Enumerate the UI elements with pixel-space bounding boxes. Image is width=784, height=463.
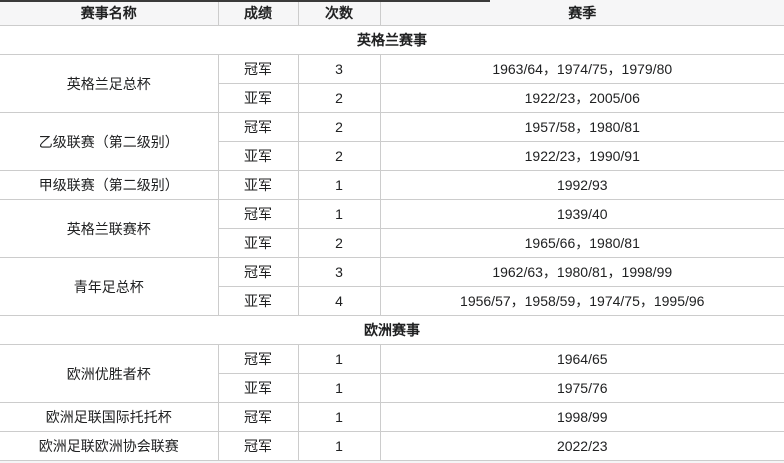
table-header-row: 赛事名称 成绩 次数 赛季 bbox=[0, 0, 784, 26]
competition-name-cell: 英格兰联赛杯 bbox=[0, 199, 218, 258]
competition-name-cell: 甲级联赛（第二级别） bbox=[0, 170, 218, 200]
competition-name-cell: 欧洲优胜者杯 bbox=[0, 344, 218, 403]
result-cell: 亚军 bbox=[217, 170, 298, 200]
column-header-competition: 赛事名称 bbox=[0, 0, 218, 26]
count-cell: 3 bbox=[297, 257, 380, 287]
seasons-cell: 1975/76 bbox=[379, 373, 784, 403]
count-cell: 3 bbox=[297, 54, 380, 84]
count-cell: 2 bbox=[297, 141, 380, 171]
table-row: 乙级联赛（第二级别） 冠军 2 1957/58，1980/81 bbox=[0, 112, 784, 171]
table-row: 欧洲优胜者杯 冠军 1 1964/65 bbox=[0, 344, 784, 403]
seasons-cell: 1956/57，1958/59，1974/75，1995/96 bbox=[379, 286, 784, 316]
seasons-cell: 1957/58，1980/81 bbox=[379, 112, 784, 142]
table-row: 亚军 1 1975/76 bbox=[0, 373, 784, 403]
section-header-europe: 欧洲赛事 bbox=[0, 315, 784, 345]
table-row: 欧洲足联欧洲协会联赛 冠军 1 2022/23 bbox=[0, 431, 784, 461]
seasons-cell: 1992/93 bbox=[379, 170, 784, 200]
count-cell: 2 bbox=[297, 112, 380, 142]
column-header-count: 次数 bbox=[297, 0, 380, 26]
seasons-cell: 1998/99 bbox=[379, 402, 784, 432]
result-cell: 冠军 bbox=[217, 257, 298, 287]
seasons-cell: 2022/23 bbox=[379, 431, 784, 461]
seasons-cell: 1939/40 bbox=[379, 199, 784, 229]
count-cell: 2 bbox=[297, 228, 380, 258]
competition-name-cell: 英格兰足总杯 bbox=[0, 54, 218, 113]
result-cell: 冠军 bbox=[217, 344, 298, 374]
seasons-cell: 1922/23，2005/06 bbox=[379, 83, 784, 113]
section-title: 欧洲赛事 bbox=[0, 315, 784, 345]
seasons-cell: 1964/65 bbox=[379, 344, 784, 374]
table-row: 英格兰足总杯 冠军 3 1963/64，1974/75，1979/80 bbox=[0, 54, 784, 113]
competition-name-cell: 欧洲足联欧洲协会联赛 bbox=[0, 431, 218, 461]
count-cell: 1 bbox=[297, 373, 380, 403]
count-cell: 1 bbox=[297, 199, 380, 229]
section-header-england: 英格兰赛事 bbox=[0, 25, 784, 55]
seasons-cell: 1962/63，1980/81，1998/99 bbox=[379, 257, 784, 287]
competition-name-cell: 乙级联赛（第二级别） bbox=[0, 112, 218, 171]
table-row: 亚军 2 1922/23，2005/06 bbox=[0, 83, 784, 113]
table-row: 英格兰联赛杯 冠军 1 1939/40 bbox=[0, 199, 784, 258]
table-row: 甲级联赛（第二级别） 亚军 1 1992/93 bbox=[0, 170, 784, 200]
count-cell: 1 bbox=[297, 170, 380, 200]
result-cell: 亚军 bbox=[217, 141, 298, 171]
result-cell: 冠军 bbox=[217, 112, 298, 142]
seasons-cell: 1963/64，1974/75，1979/80 bbox=[379, 54, 784, 84]
count-cell: 1 bbox=[297, 431, 380, 461]
seasons-cell: 1965/66，1980/81 bbox=[379, 228, 784, 258]
top-border-line bbox=[0, 0, 490, 2]
competition-name-cell: 欧洲足联国际托托杯 bbox=[0, 402, 218, 432]
competition-name-cell: 青年足总杯 bbox=[0, 257, 218, 316]
table-row: 亚军 2 1965/66，1980/81 bbox=[0, 228, 784, 258]
result-cell: 冠军 bbox=[217, 54, 298, 84]
result-cell: 亚军 bbox=[217, 373, 298, 403]
seasons-cell: 1922/23，1990/91 bbox=[379, 141, 784, 171]
column-header-seasons: 赛季 bbox=[379, 0, 784, 26]
column-header-result: 成绩 bbox=[217, 0, 298, 26]
result-cell: 冠军 bbox=[217, 402, 298, 432]
count-cell: 1 bbox=[297, 402, 380, 432]
count-cell: 2 bbox=[297, 83, 380, 113]
count-cell: 4 bbox=[297, 286, 380, 316]
table-row: 欧洲足联国际托托杯 冠军 1 1998/99 bbox=[0, 402, 784, 432]
table-row: 亚军 4 1956/57，1958/59，1974/75，1995/96 bbox=[0, 286, 784, 316]
section-title: 英格兰赛事 bbox=[0, 25, 784, 55]
count-cell: 1 bbox=[297, 344, 380, 374]
table-row: 青年足总杯 冠军 3 1962/63，1980/81，1998/99 bbox=[0, 257, 784, 316]
table-row: 亚军 2 1922/23，1990/91 bbox=[0, 141, 784, 171]
result-cell: 亚军 bbox=[217, 286, 298, 316]
result-cell: 冠军 bbox=[217, 199, 298, 229]
result-cell: 亚军 bbox=[217, 83, 298, 113]
result-cell: 冠军 bbox=[217, 431, 298, 461]
result-cell: 亚军 bbox=[217, 228, 298, 258]
